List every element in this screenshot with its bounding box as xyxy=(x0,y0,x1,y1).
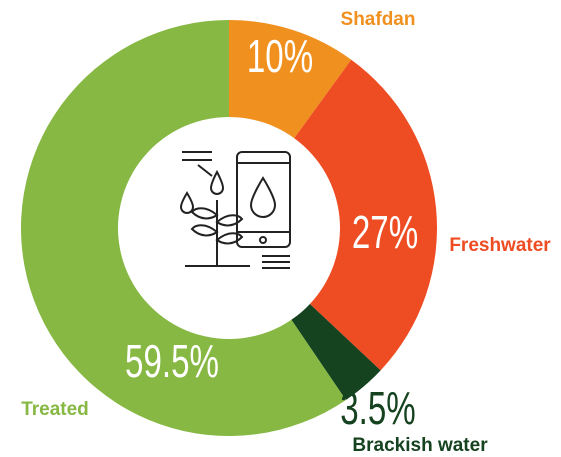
category-label: Shafdan xyxy=(341,9,416,30)
category-label: Freshwater xyxy=(449,235,551,256)
category-label: Brackish water xyxy=(352,435,488,456)
donut-slice xyxy=(21,20,346,436)
center-icon xyxy=(179,151,291,269)
value-label: 3.5% xyxy=(340,384,415,434)
value-label: 59.5% xyxy=(125,337,219,387)
donut-slice xyxy=(229,20,352,139)
donut-slice xyxy=(294,59,438,371)
value-label: 10% xyxy=(247,32,313,82)
value-label: 27% xyxy=(352,208,418,258)
category-label: Treated xyxy=(21,399,89,420)
donut-slice xyxy=(291,303,381,401)
